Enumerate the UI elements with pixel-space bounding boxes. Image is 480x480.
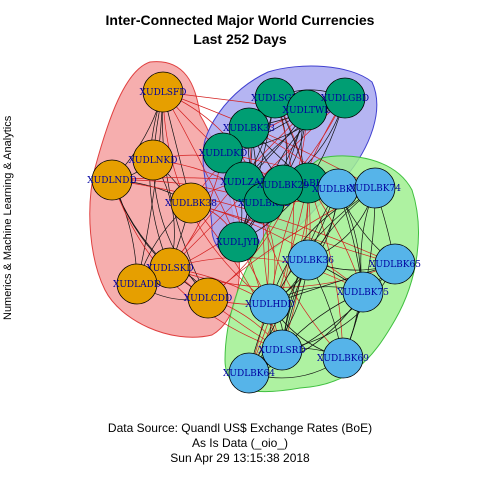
- node-XUDLNDD: XUDLNDD: [87, 159, 137, 201]
- node-label: XUDLBK65: [369, 260, 421, 270]
- node-circle: [116, 263, 158, 305]
- node-circle: [202, 132, 244, 174]
- node-circle: [261, 329, 303, 371]
- node-label: XUDLDKD: [199, 149, 247, 159]
- node-circle: [262, 164, 304, 206]
- chart-title-line1: Inter-Connected Major World Currencies: [105, 12, 375, 28]
- node-XUDLBK38: XUDLBK38: [165, 182, 217, 224]
- edge-XUDLBK89-XUDLBK64: [248, 188, 339, 374]
- node-circle: [228, 107, 270, 149]
- node-XUDLJYD: XUDLJYD: [216, 221, 260, 263]
- node-circle: [374, 243, 416, 285]
- node-XUDLTWD: XUDLTWD: [283, 89, 332, 131]
- node-label: XUDLJYD: [216, 238, 260, 248]
- node-label: XUDLBK69: [317, 354, 369, 364]
- node-circle: [287, 239, 329, 281]
- node-XUDLNKD: XUDLNKD: [129, 139, 178, 181]
- node-XUDLBK89: XUDLBK89: [312, 168, 364, 210]
- edge-XUDLBK30-XUDLBK64: [248, 182, 309, 374]
- node-XUDLCDD: XUDLCDD: [184, 277, 233, 319]
- edge-XUDLSFD-XUDLADD: [136, 91, 164, 285]
- node-circle: [249, 283, 291, 325]
- node-XUDLSGD: XUDLSGD: [251, 77, 299, 119]
- node-label: XUDLBK75: [337, 288, 389, 298]
- node-XUDLHDD: XUDLHDD: [245, 283, 295, 325]
- node-circle: [324, 77, 366, 119]
- node-label: XUDLBK36: [282, 256, 334, 266]
- edge-XUDLBK38-XUDLSRD: [190, 202, 283, 351]
- node-label: XUDLBK33: [223, 124, 275, 134]
- node-XUDLDKD: XUDLDKD: [199, 132, 247, 174]
- node-label: XUDLNDD: [87, 176, 137, 186]
- node-circle: [217, 221, 259, 263]
- node-XUDLBK36: XUDLBK36: [282, 239, 334, 281]
- node-XUDLBK64: XUDLBK64: [223, 352, 275, 394]
- node-label: XUDLNKD: [129, 156, 178, 166]
- caption-asis: As Is Data (_oio_): [191, 436, 289, 450]
- node-XUDLBK65: XUDLBK65: [369, 243, 421, 285]
- edge-XUDLSKD-XUDLBK75: [169, 257, 364, 293]
- nodes: XUDLSFD XUDLNKD XUDLNDD XUDLBK38 XUDLSKD XUDL…: [87, 71, 421, 394]
- node-label: XUDLTWD: [283, 106, 332, 116]
- node-label: XUDLBK64: [223, 369, 275, 379]
- node-label: XUDLCDD: [184, 294, 233, 304]
- node-XUDLGBD: XUDLGBD: [321, 77, 369, 119]
- edge-XUDLBK33-XUDLBK69: [248, 127, 344, 359]
- node-label: XUDLBK29: [257, 181, 309, 191]
- node-circle: [354, 167, 396, 209]
- node-label: XUDLBK30: [282, 179, 334, 189]
- node-label: XUDLBK32: [238, 199, 290, 209]
- node-XUDLADD: XUDLADD: [113, 263, 161, 305]
- node-label: XUDLBK38: [165, 199, 217, 209]
- node-circle: [132, 139, 174, 181]
- node-circle: [286, 89, 328, 131]
- node-XUDLBK75: XUDLBK75: [337, 271, 389, 313]
- node-circle: [149, 247, 191, 289]
- node-label: XUDLGBD: [321, 94, 369, 104]
- caption-source: Data Source: Quandl US$ Exchange Rates (…: [107, 421, 373, 435]
- node-XUDLSKD: XUDLSKD: [146, 247, 194, 289]
- caption-timestamp: Sun Apr 29 13:15:38 2018: [170, 451, 310, 465]
- node-circle: [170, 182, 212, 224]
- edge-XUDLBK30-XUDLBK69: [307, 182, 344, 359]
- node-label: XUDLSKD: [146, 264, 193, 274]
- node-label: XUDLADD: [113, 280, 161, 290]
- node-label: XUDLZAD: [220, 178, 267, 188]
- node-label: XUDLBK89: [312, 185, 364, 195]
- node-circle: [187, 277, 229, 319]
- node-label: XUDLSGD: [251, 94, 299, 104]
- node-XUDLBK69: XUDLBK69: [317, 337, 369, 379]
- node-XUDLSRD: XUDLSRD: [258, 329, 306, 371]
- node-circle: [342, 271, 384, 313]
- chart-title-line2: Last 252 Days: [193, 31, 287, 47]
- node-circle: [322, 337, 364, 379]
- node-circle: [91, 159, 133, 201]
- node-circle: [228, 352, 270, 394]
- node-label: XUDLHDD: [245, 300, 294, 310]
- node-XUDLSFD: XUDLSFD: [140, 71, 187, 113]
- node-circle: [142, 71, 184, 113]
- node-XUDLBK74: XUDLBK74: [349, 167, 401, 209]
- node-label: XUDLSFD: [140, 88, 187, 98]
- node-label: XUDLSRD: [258, 346, 305, 356]
- node-label: XUDLBK74: [349, 184, 401, 194]
- edge-XUDLSFD-XUDLCDD: [161, 91, 209, 299]
- node-XUDLBK29: XUDLBK29: [257, 164, 309, 206]
- node-XUDLBK33: XUDLBK33: [223, 107, 275, 149]
